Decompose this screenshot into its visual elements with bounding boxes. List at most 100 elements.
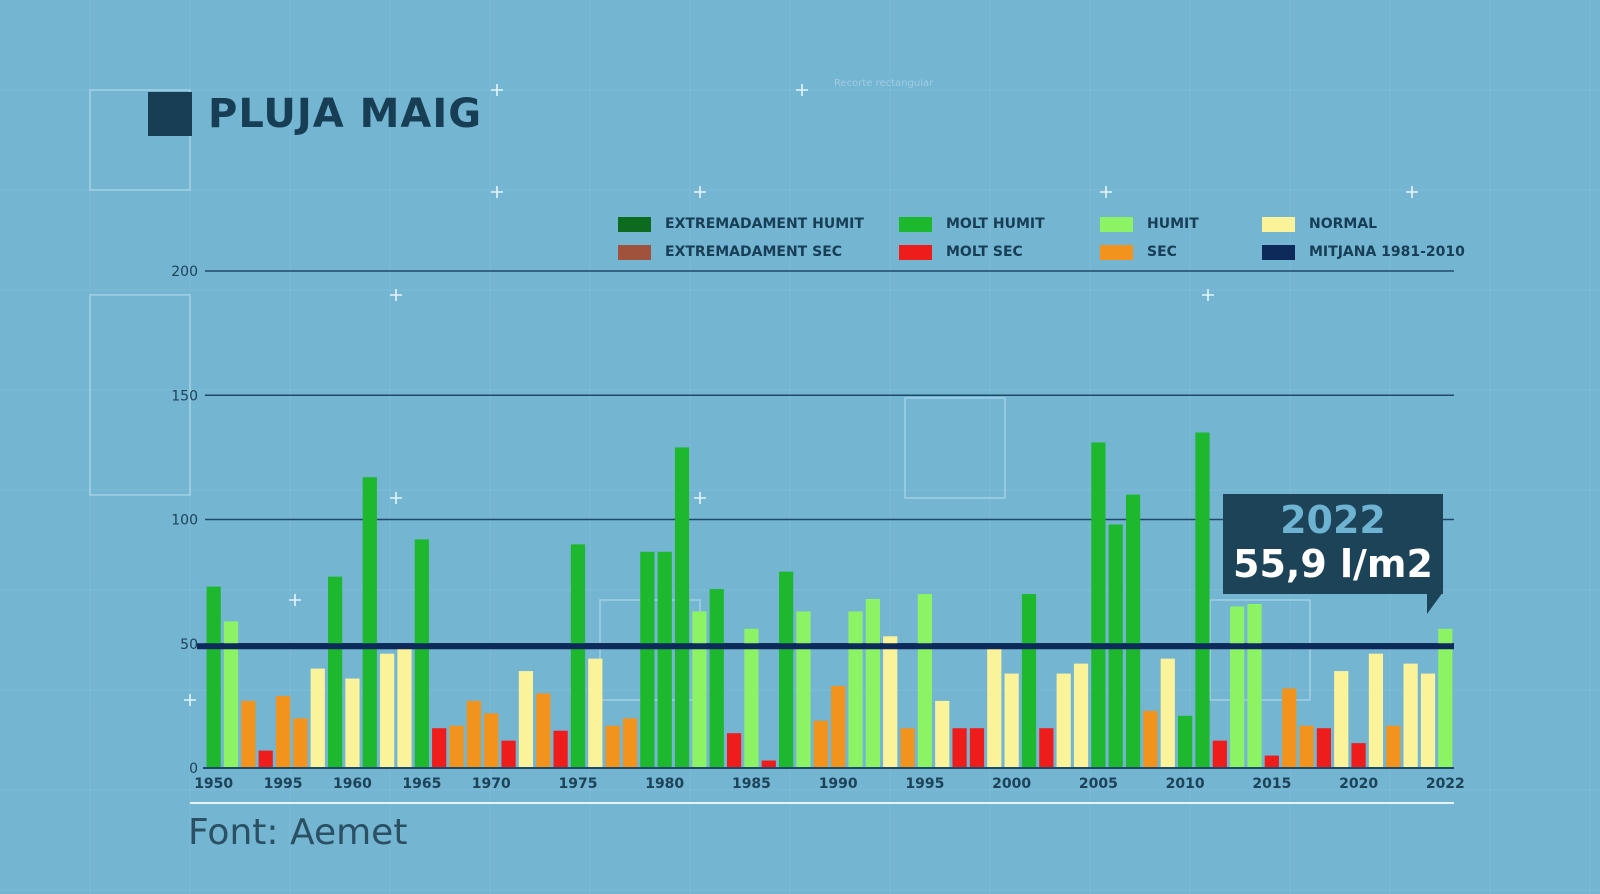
bar-2019 (1403, 663, 1418, 768)
bar-1952 (241, 700, 256, 768)
legend-swatch (1262, 244, 1295, 260)
bar-2005 (1160, 658, 1175, 768)
plus-marker-icon (289, 594, 301, 606)
watermark-text: Recorte rectangular (834, 78, 934, 89)
bar-2013 (1299, 725, 1314, 768)
legend-label: MOLT SEC (946, 244, 1023, 260)
legend-item: NORMAL (1262, 214, 1377, 234)
bar-1986 (831, 685, 846, 768)
bar-2014 (1316, 728, 1332, 768)
bar-1988 (865, 599, 880, 768)
bar-1955 (293, 718, 308, 768)
plus-marker-icon (184, 694, 196, 706)
legend-swatch (618, 216, 651, 232)
legend-item: EXTREMADAMENT HUMIT (618, 214, 864, 234)
plus-marker-icon (491, 186, 503, 198)
plus-marker-icon (1202, 289, 1214, 301)
bar-1991 (917, 594, 933, 768)
bar-2008 (1212, 740, 1227, 768)
bar-2020 (1420, 673, 1436, 768)
callout-box (1223, 494, 1443, 594)
plus-marker-icon (390, 289, 402, 301)
bar-2000 (1073, 663, 1089, 768)
bg-frame (89, 294, 191, 496)
bar-2009 (1230, 606, 1245, 768)
x-tick-label: 1975 (558, 776, 597, 792)
bar-2018 (1386, 725, 1401, 768)
bar-2001 (1091, 442, 1106, 768)
bg-frame (89, 89, 191, 191)
legend-swatch (899, 244, 932, 260)
bar-2017 (1368, 653, 1384, 768)
x-tick-label: 2022 (1426, 776, 1465, 792)
bar-1973 (605, 725, 620, 768)
legend-item: MOLT SEC (899, 242, 1023, 262)
bar-1980 (726, 733, 742, 768)
bg-frame (904, 397, 1006, 499)
legend-label: EXTREMADAMENT SEC (665, 244, 843, 260)
x-tick-label: 2000 (992, 776, 1031, 792)
bar-1971 (570, 544, 586, 768)
bar-1993 (952, 728, 967, 768)
callout-pointer (1427, 592, 1443, 614)
x-tick-label: 2020 (1339, 776, 1378, 792)
plus-marker-icon (1100, 186, 1112, 198)
bar-1985 (813, 720, 828, 768)
legend-label: SEC (1147, 244, 1177, 260)
bar-1978 (692, 611, 707, 768)
bar-2010 (1247, 603, 1262, 768)
bar-1984 (796, 611, 811, 768)
y-tick-label: 100 (171, 513, 198, 529)
x-tick-label: 1980 (645, 776, 684, 792)
bar-2012 (1282, 688, 1297, 768)
title-square-icon (148, 92, 192, 136)
bar-1998 (1039, 728, 1054, 768)
x-tick-label: 1995 (264, 776, 303, 792)
x-tick-label: 1995 (905, 776, 944, 792)
legend-label: HUMIT (1147, 216, 1199, 232)
legend-swatch (899, 216, 932, 232)
bar-1958 (345, 678, 360, 768)
bar-1992 (935, 700, 950, 768)
bar-1968 (518, 671, 534, 768)
plus-marker-icon (1406, 186, 1418, 198)
plus-marker-icon (491, 84, 503, 96)
bar-1976 (657, 551, 672, 768)
bar-1996 (1004, 673, 1019, 768)
bar-2007 (1195, 432, 1210, 768)
bar-1974 (622, 718, 638, 768)
bar-1965 (466, 700, 481, 768)
callout-value: 55,9 l/m2 (1233, 542, 1433, 586)
legend-item: MOLT HUMIT (899, 214, 1045, 234)
x-tick-label: 2015 (1252, 776, 1291, 792)
bar-1997 (1021, 594, 1037, 768)
y-tick-label: 0 (189, 761, 198, 777)
legend-swatch (618, 244, 651, 260)
y-tick-label: 150 (171, 388, 198, 404)
bar-1953 (258, 750, 273, 768)
bar-1959 (362, 477, 377, 768)
legend-label: NORMAL (1309, 216, 1378, 232)
bar-2003 (1125, 494, 1141, 768)
bar-1987 (848, 611, 863, 768)
legend-item: MITJANA 1981-2010 (1262, 242, 1465, 262)
legend-swatch (1100, 244, 1133, 260)
bar-1956 (310, 668, 325, 768)
bar-2004 (1143, 710, 1158, 768)
plus-marker-icon (390, 492, 402, 504)
bar-1977 (674, 447, 690, 768)
bar-1963 (432, 728, 447, 768)
x-tick-label: 1965 (402, 776, 441, 792)
x-tick-label: 2005 (1079, 776, 1118, 792)
bar-2006 (1178, 715, 1193, 768)
bar-1982 (761, 760, 776, 768)
bar-1957 (327, 576, 343, 768)
plus-marker-icon (694, 186, 706, 198)
source-note: Font: Aemet (188, 812, 408, 853)
bar-1999 (1056, 673, 1071, 768)
x-tick-label: 1950 (194, 776, 233, 792)
legend-item: SEC (1100, 242, 1177, 262)
bar-1990 (900, 728, 915, 768)
x-tick-label: 1985 (732, 776, 771, 792)
